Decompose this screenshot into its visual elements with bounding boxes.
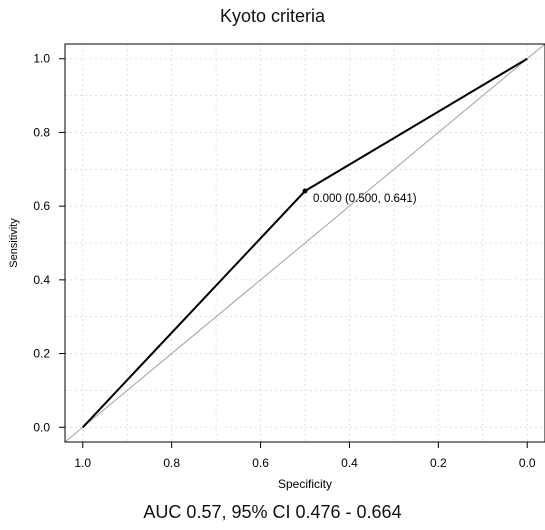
- threshold-point: [302, 188, 308, 194]
- y-tick-label: 0.4: [33, 273, 50, 287]
- auc-summary: AUC 0.57, 95% CI 0.476 - 0.664: [143, 502, 402, 522]
- chart-title: Kyoto criteria: [219, 6, 326, 26]
- x-tick-label: 0.4: [341, 456, 358, 470]
- reference-diagonal-line: [64, 43, 545, 443]
- y-axis-label: Sensitivity: [8, 218, 20, 268]
- x-tick-label: 1.0: [74, 456, 91, 470]
- x-tick-label: 0.0: [519, 456, 536, 470]
- plot-area-frame: [64, 43, 545, 443]
- series-layer: 0.000 (0.500, 0.641): [82, 57, 528, 428]
- y-tick-label: 0.8: [33, 125, 50, 139]
- y-tick-label: 1.0: [33, 52, 50, 66]
- y-tick-label: 0.2: [33, 347, 50, 361]
- axis-ticks: 1.0 0.8 0.6 0.4 0.2 0.0 0.0 0.2 0.4 0.6 0.8 1.0: [33, 52, 536, 470]
- y-tick-label: 0.6: [33, 199, 50, 213]
- y-tick-label: 0.0: [33, 420, 50, 434]
- x-tick-label: 0.8: [163, 456, 180, 470]
- x-axis-label: Specificity: [278, 477, 332, 491]
- threshold-label: 0.000 (0.500, 0.641): [313, 193, 417, 205]
- x-tick-label: 0.6: [252, 456, 269, 470]
- x-tick-label: 0.2: [430, 456, 447, 470]
